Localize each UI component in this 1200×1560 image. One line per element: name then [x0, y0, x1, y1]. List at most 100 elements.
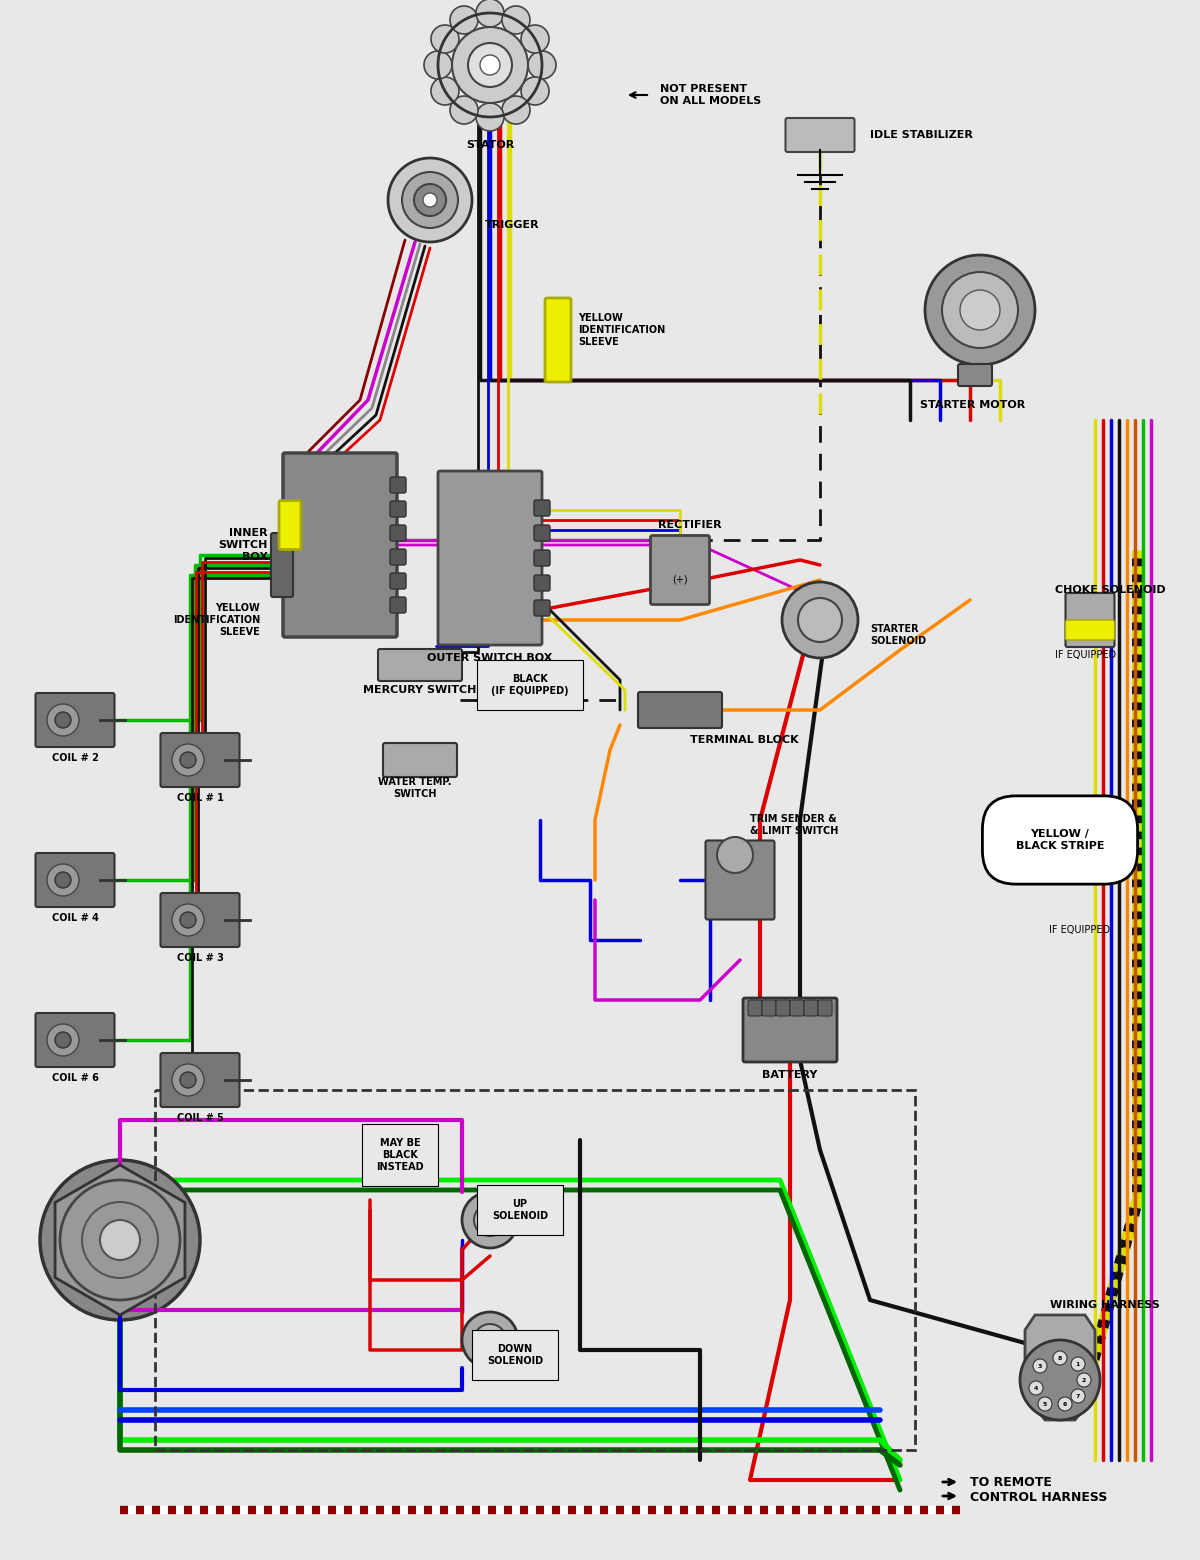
Text: STARTER
SOLENOID: STARTER SOLENOID [870, 624, 926, 646]
Circle shape [1038, 1398, 1052, 1410]
FancyBboxPatch shape [534, 551, 550, 566]
FancyBboxPatch shape [818, 1000, 832, 1016]
Circle shape [476, 103, 504, 131]
FancyBboxPatch shape [283, 452, 397, 636]
Circle shape [60, 1179, 180, 1299]
Text: COIL # 6: COIL # 6 [52, 1073, 98, 1083]
FancyBboxPatch shape [958, 363, 992, 385]
Circle shape [942, 271, 1018, 348]
FancyBboxPatch shape [790, 1000, 804, 1016]
Circle shape [1072, 1388, 1085, 1402]
FancyBboxPatch shape [748, 1000, 762, 1016]
Circle shape [1033, 1359, 1046, 1373]
Text: UP
SOLENOID: UP SOLENOID [492, 1200, 548, 1221]
Circle shape [925, 254, 1034, 365]
Circle shape [402, 172, 458, 228]
FancyBboxPatch shape [390, 573, 406, 590]
Text: BLACK
(IF EQUIPPED): BLACK (IF EQUIPPED) [491, 674, 569, 696]
FancyBboxPatch shape [545, 298, 571, 382]
Polygon shape [55, 1165, 185, 1315]
Circle shape [474, 1204, 506, 1236]
Text: TRIGGER: TRIGGER [485, 220, 540, 229]
Circle shape [431, 25, 458, 53]
Circle shape [480, 55, 500, 75]
Text: IF EQUIPPED: IF EQUIPPED [1050, 925, 1110, 934]
Text: IF EQUIPPED: IF EQUIPPED [1055, 651, 1116, 660]
Circle shape [55, 1033, 71, 1048]
Circle shape [462, 1192, 518, 1248]
Circle shape [1072, 1357, 1085, 1371]
FancyBboxPatch shape [161, 1053, 240, 1108]
Circle shape [82, 1203, 158, 1278]
Circle shape [521, 76, 550, 105]
Circle shape [431, 76, 458, 105]
Text: 2: 2 [1082, 1377, 1086, 1382]
Circle shape [462, 1312, 518, 1368]
Text: 3: 3 [1038, 1363, 1042, 1368]
FancyBboxPatch shape [638, 693, 722, 729]
FancyBboxPatch shape [762, 1000, 776, 1016]
FancyBboxPatch shape [378, 649, 462, 682]
FancyBboxPatch shape [390, 477, 406, 493]
FancyBboxPatch shape [804, 1000, 818, 1016]
Circle shape [798, 597, 842, 643]
Circle shape [40, 1161, 200, 1320]
Circle shape [476, 0, 504, 27]
FancyBboxPatch shape [390, 501, 406, 516]
Text: INNER
SWITCH
BOX: INNER SWITCH BOX [218, 529, 268, 562]
Circle shape [100, 1220, 140, 1260]
Text: MERCURY SWITCH: MERCURY SWITCH [364, 685, 476, 696]
Text: IDLE STABILIZER: IDLE STABILIZER [870, 129, 973, 140]
Text: TRIM SENDER &
& LIMIT SWITCH: TRIM SENDER & & LIMIT SWITCH [750, 814, 839, 836]
Circle shape [450, 6, 478, 34]
Text: 8: 8 [1058, 1356, 1062, 1360]
Text: (+): (+) [672, 576, 688, 585]
FancyBboxPatch shape [534, 526, 550, 541]
FancyBboxPatch shape [1066, 593, 1115, 647]
FancyBboxPatch shape [534, 501, 550, 516]
Text: OUTER SWITCH BOX: OUTER SWITCH BOX [427, 654, 553, 663]
Text: COIL # 5: COIL # 5 [176, 1112, 223, 1123]
Circle shape [47, 864, 79, 895]
Circle shape [180, 1072, 196, 1087]
Text: 1: 1 [1076, 1362, 1080, 1367]
Text: COIL # 3: COIL # 3 [176, 953, 223, 963]
Circle shape [1054, 1351, 1067, 1365]
Circle shape [718, 838, 754, 874]
Text: 7: 7 [1076, 1393, 1080, 1398]
FancyBboxPatch shape [36, 1012, 114, 1067]
FancyBboxPatch shape [534, 576, 550, 591]
Text: COIL # 1: COIL # 1 [176, 792, 223, 803]
Text: CHOKE SOLENOID: CHOKE SOLENOID [1055, 585, 1165, 594]
Circle shape [180, 752, 196, 768]
FancyBboxPatch shape [1066, 619, 1115, 640]
FancyBboxPatch shape [786, 119, 854, 151]
FancyBboxPatch shape [743, 998, 838, 1062]
Circle shape [424, 51, 452, 80]
FancyBboxPatch shape [161, 892, 240, 947]
Text: NOT PRESENT
ON ALL MODELS: NOT PRESENT ON ALL MODELS [660, 84, 761, 106]
FancyBboxPatch shape [278, 501, 301, 549]
FancyBboxPatch shape [390, 549, 406, 565]
FancyBboxPatch shape [36, 853, 114, 906]
Text: COIL # 4: COIL # 4 [52, 913, 98, 924]
Circle shape [1030, 1381, 1043, 1395]
Circle shape [502, 6, 530, 34]
Text: YELLOW
IDENTIFICATION
SLEEVE: YELLOW IDENTIFICATION SLEEVE [578, 314, 665, 346]
Circle shape [172, 744, 204, 775]
Text: RECTIFIER: RECTIFIER [658, 519, 722, 530]
Circle shape [502, 97, 530, 125]
Polygon shape [1025, 1315, 1096, 1420]
Circle shape [414, 184, 446, 215]
Text: YELLOW /
BLACK STRIPE: YELLOW / BLACK STRIPE [1015, 830, 1104, 850]
Circle shape [172, 903, 204, 936]
FancyBboxPatch shape [36, 693, 114, 747]
FancyBboxPatch shape [161, 733, 240, 786]
FancyBboxPatch shape [390, 597, 406, 613]
Circle shape [424, 193, 437, 207]
Circle shape [521, 25, 550, 53]
Text: STARTER MOTOR: STARTER MOTOR [920, 399, 1025, 410]
Circle shape [960, 290, 1000, 331]
FancyBboxPatch shape [438, 471, 542, 644]
Circle shape [468, 44, 512, 87]
